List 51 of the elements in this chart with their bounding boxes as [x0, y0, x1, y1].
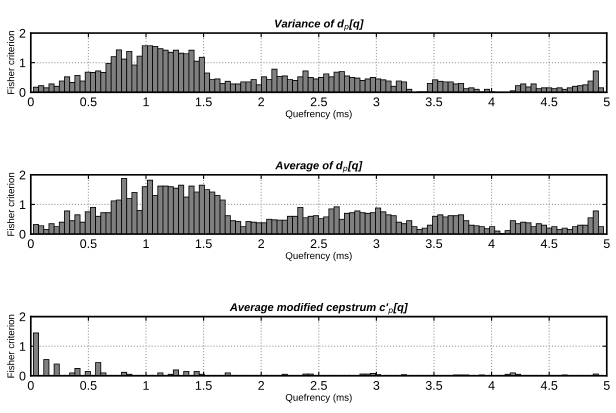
x-tick-label: 2.5	[310, 381, 327, 390]
x-tick-label: 0	[28, 381, 34, 390]
x-axis-title: Quefrency (ms)	[286, 110, 352, 120]
x-tick-label: 4.5	[540, 239, 558, 248]
x-tick-label: 1	[143, 239, 149, 248]
x-tick-label: 0.5	[80, 97, 97, 106]
x-tick-label: 1	[143, 98, 149, 106]
x-tick-label: 0	[28, 239, 34, 248]
chart-title: Variance of d$_{p}$[q]	[275, 19, 364, 31]
chart-title: Average of d$_{p}$[q]	[275, 161, 362, 173]
x-tick-label: 0.5	[80, 239, 97, 248]
x-axis-title: Quefrency (ms)	[286, 394, 352, 403]
x-tick-label: 3.5	[426, 239, 442, 248]
x-tick-label: 3	[373, 239, 380, 248]
y-tick-label: 0	[19, 230, 26, 239]
x-tick-label: 0	[28, 97, 34, 106]
x-tick-label: 1	[143, 381, 149, 390]
y-axis-title: Fisher criterion	[7, 31, 14, 94]
x-tick-label: 4	[488, 381, 495, 390]
y-axis-title: Fisher criterion	[7, 314, 14, 378]
x-tick-label: 0.5	[80, 381, 97, 390]
x-tick-label: 2	[258, 381, 264, 390]
y-tick-label: 1	[20, 58, 26, 68]
x-tick-label: 3.5	[426, 381, 442, 390]
x-tick-label: 2.5	[310, 97, 327, 106]
x-tick-label: 3	[373, 97, 380, 106]
x-tick-label: 1.5	[196, 239, 212, 248]
x-tick-label: 5	[604, 239, 610, 248]
x-tick-label: 4	[488, 239, 495, 248]
x-tick-label: 4.5	[540, 381, 558, 390]
x-tick-label: 5	[604, 381, 610, 390]
y-tick-label: 1	[20, 342, 26, 351]
x-tick-label: 3	[373, 381, 380, 390]
x-tick-label: 4	[488, 98, 495, 106]
y-tick-label: 2	[20, 312, 26, 322]
x-tick-label: 1.5	[196, 381, 212, 390]
y-tick-label: 0	[19, 372, 26, 380]
x-axis-title: Quefrency (ms)	[286, 252, 352, 261]
y-tick-label: 1	[20, 200, 26, 209]
y-tick-label: 0	[19, 88, 26, 97]
y-tick-label: 2	[20, 28, 26, 38]
y-tick-label: 2	[20, 170, 26, 180]
x-tick-label: 5	[604, 98, 610, 106]
x-tick-label: 1.5	[196, 98, 212, 106]
chart-title: Average modified cepstrum c'$_{p}$[q]	[230, 302, 408, 314]
x-tick-label: 2.5	[310, 239, 327, 248]
y-axis-title: Fisher criterion	[7, 172, 14, 236]
x-tick-label: 3.5	[426, 97, 442, 106]
x-tick-label: 2	[258, 239, 264, 248]
x-tick-label: 2	[258, 97, 264, 106]
x-tick-label: 4.5	[540, 98, 558, 106]
